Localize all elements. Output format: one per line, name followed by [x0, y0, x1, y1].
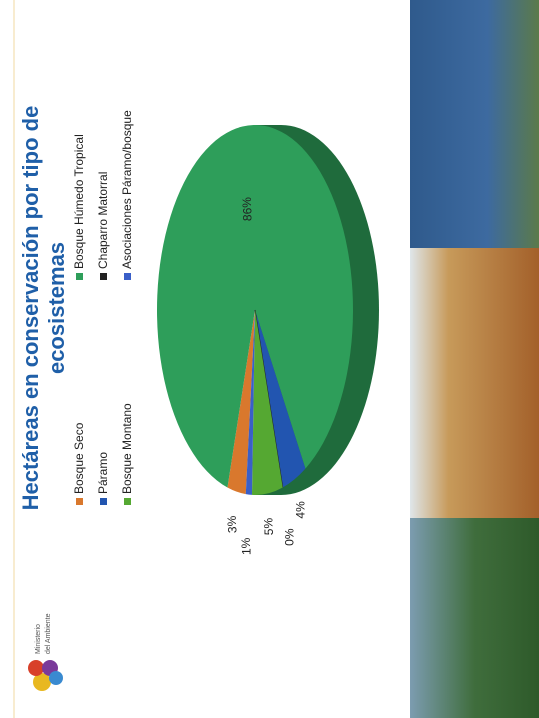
data-label: 3% [225, 515, 239, 533]
photo [410, 0, 539, 248]
legend-label: Chaparro Matorral [96, 172, 110, 269]
percent-sign: % [240, 197, 254, 208]
percent-sign: % [225, 515, 239, 526]
photo [410, 518, 539, 718]
pie-slice [251, 310, 283, 495]
data-label: 0% [283, 528, 297, 546]
data-label: 4% [294, 501, 308, 519]
data-label: 5% [262, 518, 276, 536]
percent-sign: % [283, 528, 297, 539]
percent-sign: % [262, 518, 276, 529]
percent-sign: % [294, 501, 308, 512]
title-box: Hectáreas en conservación por tipo de ec… [18, 105, 69, 511]
data-label: 86% [240, 197, 254, 221]
legend-swatch [124, 273, 131, 280]
legend-label: Bosque Montano [120, 403, 134, 494]
percent-sign: % [239, 537, 253, 548]
legend-swatch [76, 273, 83, 280]
pie-slice [255, 310, 306, 488]
chart-title: Hectáreas en conservación por tipo de ec… [18, 105, 69, 511]
photo [410, 248, 539, 518]
legend-label: Páramo [96, 452, 110, 494]
legend-swatch [124, 498, 131, 505]
legend-label: Bosque Húmedo Tropical [72, 134, 86, 269]
pie-slice [227, 310, 255, 495]
logo-text: del Ambiente [45, 613, 52, 654]
legend-swatch [100, 498, 107, 505]
legend-label: Bosque Seco [72, 422, 86, 494]
pie-slice [245, 310, 255, 495]
logo: Ministerio del Ambiente [28, 613, 63, 691]
pie-slice [157, 125, 353, 488]
pie-slice [254, 309, 284, 488]
data-label: 1% [239, 537, 253, 555]
legend-swatch [100, 273, 107, 280]
legend-label: Asociaciones Páramo/bosque [120, 110, 134, 269]
logo-text: Ministerio [35, 624, 42, 654]
legend-swatch [76, 498, 83, 505]
